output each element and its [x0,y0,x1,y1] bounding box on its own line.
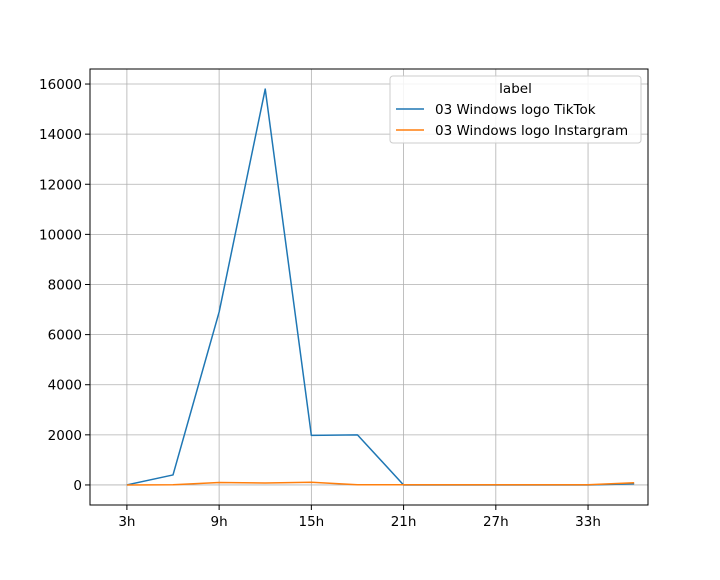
legend-title: label [499,81,532,97]
axis-ticks: 3h 9h 15h 21h 27h 33h 0 2000 4000 6000 8000 10000 12… [39,77,601,530]
legend: label 03 Windows logo TikTok 03 Windows lo… [389,75,642,144]
series-lines [126,88,635,486]
x-tick-label: 33h [575,514,601,530]
legend-box [389,75,642,144]
y-tick-label: 12000 [39,177,82,193]
plot-frame [89,68,649,506]
y-tick-label: 6000 [48,328,82,344]
y-tick-label: 10000 [39,227,82,243]
y-tick-label: 2000 [48,428,82,444]
y-tick-label: 8000 [48,277,82,293]
x-tick-label: 9h [211,514,228,530]
y-tick-label: 4000 [48,378,82,394]
x-tick-label: 21h [391,514,417,530]
x-tick-label: 15h [298,514,324,530]
series-line-1 [126,88,635,486]
y-tick-label: 14000 [39,127,82,143]
legend-entry-label: 03 Windows logo TikTok [435,102,596,118]
y-tick-label: 16000 [39,77,82,93]
y-tick-label: 0 [73,478,82,494]
series-line-2 [126,481,635,486]
x-tick-label: 27h [483,514,509,530]
x-tick-label: 3h [118,514,135,530]
legend-entry-label: 03 Windows logo Instargram [435,123,628,139]
